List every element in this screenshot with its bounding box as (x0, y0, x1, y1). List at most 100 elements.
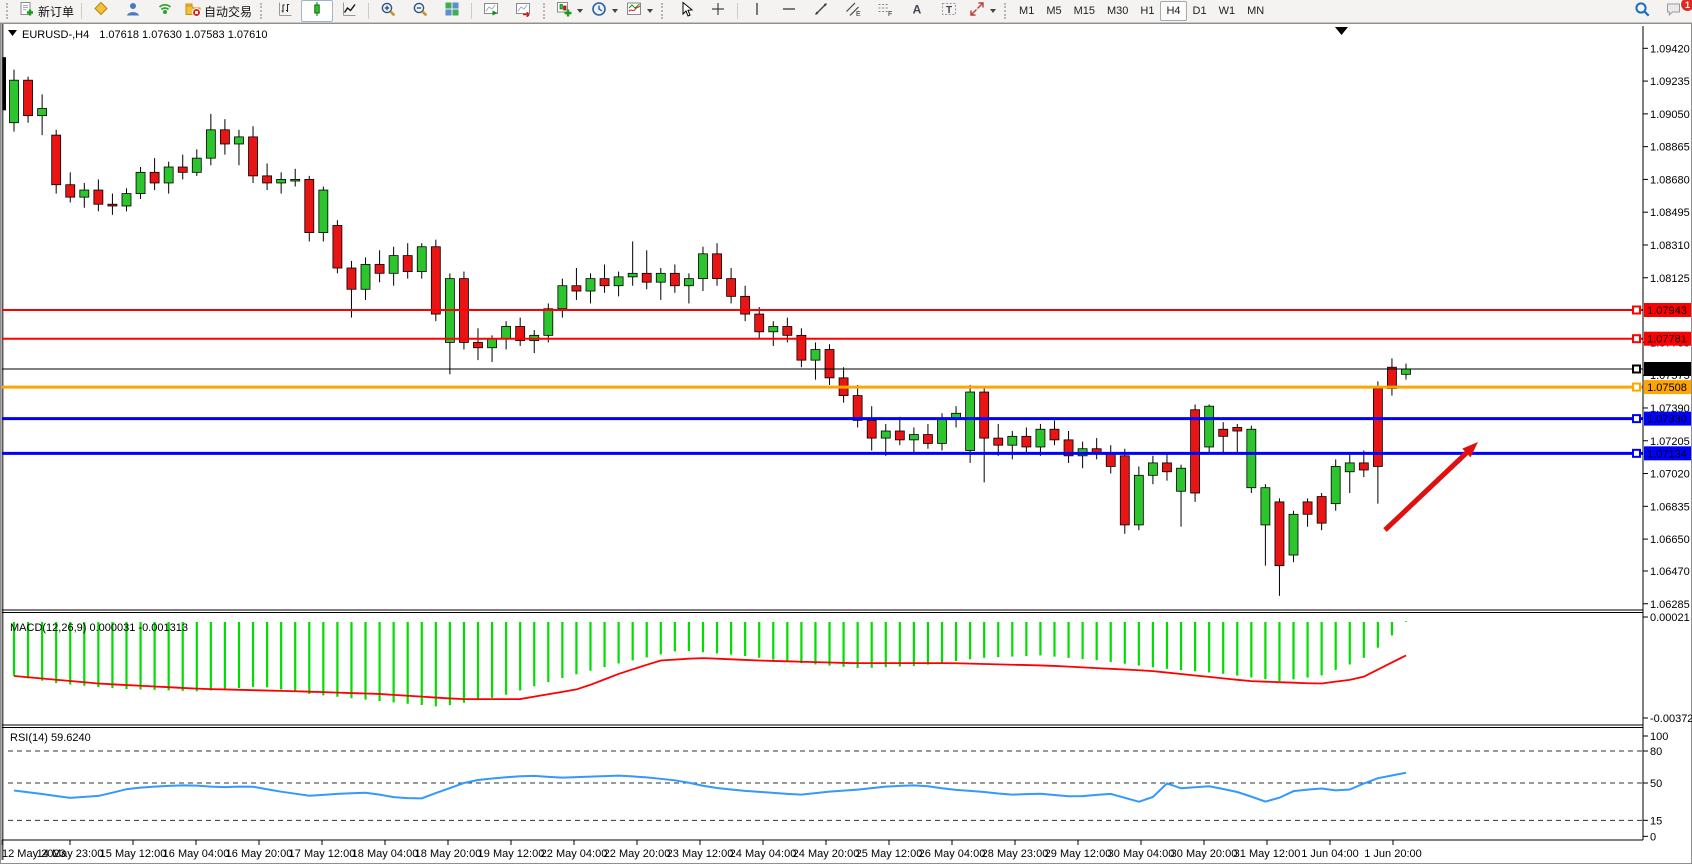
timeframe-button-d1[interactable]: D1 (1192, 5, 1207, 17)
resistance-2-marker[interactable] (1632, 334, 1641, 344)
line-chart-mode-button[interactable] (333, 0, 365, 22)
candle-body (937, 418, 947, 444)
candlestick-mode-button[interactable] (301, 0, 334, 22)
equidistant-channel-tool-button[interactable]: E (837, 0, 869, 22)
macd-signal-line (13, 654, 1407, 700)
support-1-marker[interactable] (1632, 414, 1641, 424)
candlestick (740, 285, 751, 322)
text-label-tool-button[interactable]: T (933, 0, 965, 22)
support-1-price-label: 1.07330 (1644, 411, 1691, 426)
signals-button[interactable] (149, 0, 181, 22)
new-chart-icon (556, 1, 572, 22)
resistance-1-marker[interactable] (1632, 305, 1641, 315)
candle-body (23, 79, 33, 117)
chart-shift-marker[interactable] (1335, 27, 1348, 35)
arrows-tool-button[interactable] (965, 0, 1000, 22)
candle-body (388, 255, 399, 274)
metaeditor-button[interactable] (85, 0, 117, 22)
tile-windows-button[interactable] (436, 0, 468, 22)
candlestick (93, 179, 104, 212)
zoom-out-button[interactable] (404, 0, 436, 22)
candlestick (37, 94, 48, 136)
auto-trading-button[interactable]: 自动交易 (181, 0, 256, 22)
crosshair-tool-button[interactable] (702, 0, 734, 22)
template-selector-button[interactable] (622, 0, 657, 22)
vertical-line-tool-button[interactable] (741, 0, 773, 22)
horizontal-line-tool-button[interactable] (773, 0, 805, 22)
price-tick-label: 1.06650 (1650, 534, 1690, 546)
current-price-price-label: 1.07610 (1644, 362, 1691, 377)
one-click-trading-arrow[interactable] (8, 30, 17, 36)
current-price-marker[interactable] (1632, 364, 1641, 374)
date-label: 14 May 23:00 (37, 848, 104, 860)
candlestick (824, 344, 835, 385)
candlestick (1344, 454, 1355, 494)
timeframe-button-h4[interactable]: H4 (1160, 1, 1187, 21)
candlestick (965, 384, 976, 463)
candle-body (220, 129, 230, 145)
rsi-axis-label: 100 (1650, 731, 1668, 743)
period-selector-button[interactable] (587, 0, 622, 22)
toolbar-grip (6, 3, 11, 19)
candle-body (613, 276, 624, 287)
candle-body (880, 430, 891, 439)
chat-icon (1666, 1, 1682, 22)
zoom-in-button[interactable] (372, 0, 404, 22)
candlestick (135, 167, 146, 199)
svg-text:F: F (888, 11, 892, 17)
cursor-tool-button[interactable] (670, 0, 702, 22)
timeframe-button-m30[interactable]: M30 (1107, 5, 1129, 17)
candlestick (290, 168, 301, 187)
support-2-marker[interactable] (1632, 448, 1641, 458)
price-label-bg (1644, 380, 1691, 395)
candlestick (1162, 454, 1172, 481)
candle-body (276, 179, 287, 184)
timeframe-button-m15[interactable]: M15 (1073, 5, 1095, 17)
date-label: 19 May 12:00 (478, 848, 545, 860)
toolbar-grip (1004, 3, 1009, 19)
new-chart-button[interactable] (552, 0, 587, 22)
candle-body (473, 342, 483, 349)
text-tool-button[interactable]: A (901, 0, 933, 22)
timeframe-button-m1[interactable]: M1 (1019, 5, 1035, 17)
timeframe-button-mn[interactable]: MN (1247, 5, 1265, 17)
support-2-price-label: 1.07134 (1644, 446, 1691, 461)
timeframe-button-m5[interactable]: M5 (1046, 5, 1062, 17)
trendline-tool-button[interactable] (805, 0, 837, 22)
metaeditor-icon (93, 1, 109, 22)
candlestick (177, 154, 188, 180)
bar-chart-mode-button[interactable] (269, 0, 301, 22)
candle-body (234, 136, 244, 145)
candlestick (1316, 493, 1327, 531)
candle-body (1302, 501, 1313, 515)
price-axis: 1.09420 1.09235 1.09050 1.08865 1.08680 1.084… (1643, 43, 1691, 611)
chart-shift-button[interactable] (507, 0, 539, 22)
timeframe-button-w1[interactable]: W1 (1218, 5, 1236, 17)
candle-body (416, 246, 427, 272)
chart-title: EURUSD-,H4 1.07618 1.07630 1.07583 1.0761… (22, 29, 267, 41)
trend-arrow-shaft (1383, 448, 1472, 532)
timeframe-button-h1[interactable]: H1 (1140, 5, 1155, 17)
auto-scroll-button[interactable] (475, 0, 507, 22)
candle-body (1021, 435, 1032, 448)
candlestick (416, 243, 427, 279)
candle-body (1274, 501, 1285, 567)
trend-arrow-annotation (1383, 442, 1478, 532)
svg-text:A: A (913, 2, 922, 16)
candle-body (1204, 405, 1215, 448)
new-order-icon (19, 1, 35, 22)
price-tick-label: 1.06285 (1650, 599, 1690, 611)
price-tick-label: 1.08680 (1650, 174, 1690, 186)
candlestick (304, 175, 315, 242)
fibonacci-tool-button[interactable]: F (869, 0, 901, 22)
date-label: 31 May 12:00 (1234, 848, 1301, 860)
community-profile-button[interactable] (117, 0, 149, 22)
search-button[interactable] (1626, 0, 1658, 22)
price-tick-label: 1.08865 (1650, 142, 1690, 154)
pivot-orange-marker[interactable] (1632, 382, 1641, 392)
zoom-out-icon (412, 1, 428, 22)
chat-button[interactable]: 1 (1658, 0, 1692, 22)
new-order-button[interactable]: 新订单 (15, 0, 78, 22)
notification-badge: 1 (1680, 0, 1692, 12)
